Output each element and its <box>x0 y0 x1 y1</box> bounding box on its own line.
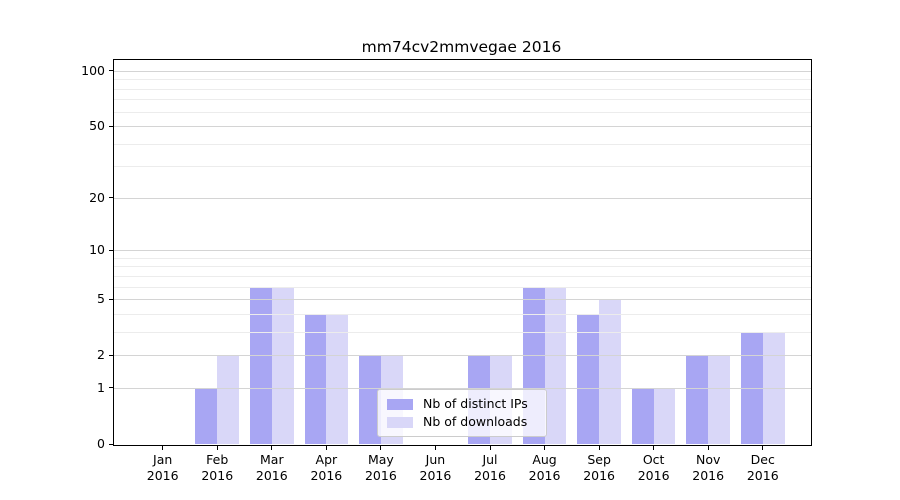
xtick-label-aug: Aug 2016 <box>528 452 561 483</box>
gridline-minor-80 <box>114 88 811 90</box>
xtick-mark <box>653 445 655 450</box>
bar-distinct-ips-sep <box>577 313 600 444</box>
chart-title: mm74cv2mmvegae 2016 <box>361 38 562 56</box>
xtick-label-oct: Oct 2016 <box>637 452 670 483</box>
legend-swatch-distinct-ips <box>387 398 413 410</box>
legend-item-downloads: Nb of downloads <box>387 414 537 430</box>
bar-downloads-apr <box>326 313 349 444</box>
xtick-mark <box>598 445 600 450</box>
bar-downloads-aug <box>544 286 567 444</box>
gridline-minor-30 <box>114 166 811 168</box>
legend-label-downloads: Nb of downloads <box>423 414 528 429</box>
xtick-label-jun: Jun 2016 <box>419 452 452 483</box>
ytick-label-5: 5 <box>97 291 105 307</box>
ytick-label-10: 10 <box>89 242 105 258</box>
xtick-label-feb: Feb 2016 <box>201 452 234 483</box>
ytick-mark <box>108 125 113 127</box>
ytick-mark <box>108 197 113 199</box>
xtick-mark <box>325 445 327 450</box>
ytick-label-50: 50 <box>89 118 105 134</box>
bar-distinct-ips-apr <box>304 313 327 444</box>
xtick-label-jan: Jan 2016 <box>146 452 179 483</box>
bar-distinct-ips-oct <box>631 387 654 444</box>
ytick-mark <box>108 443 113 445</box>
bar-distinct-ips-may <box>359 355 381 444</box>
gridline-minor-9 <box>114 257 811 259</box>
gridline-major-20 <box>114 197 811 199</box>
xtick-mark <box>544 445 546 450</box>
ytick-mark <box>108 298 113 300</box>
gridline-minor-4 <box>114 313 811 315</box>
xtick-label-may: May 2016 <box>364 452 397 483</box>
ytick-mark <box>108 387 113 389</box>
xtick-label-sep: Sep 2016 <box>583 452 615 483</box>
legend-item-distinct-ips: Nb of distinct IPs <box>387 396 537 412</box>
legend-swatch-downloads <box>387 416 413 428</box>
xtick-mark <box>707 445 709 450</box>
xtick-label-apr: Apr 2016 <box>310 452 343 483</box>
gridline-minor-8 <box>114 266 811 268</box>
xtick-label-jul: Jul 2016 <box>474 452 506 483</box>
xtick-mark <box>489 445 491 450</box>
gridline-major-5 <box>114 299 811 301</box>
ytick-mark <box>108 249 113 251</box>
gridline-minor-60 <box>114 111 811 113</box>
bar-distinct-ips-nov <box>686 355 709 444</box>
gridline-minor-70 <box>114 99 811 101</box>
xtick-label-dec: Dec 2016 <box>746 452 779 483</box>
legend-label-distinct-ips: Nb of distinct IPs <box>423 396 528 411</box>
gridline-minor-6 <box>114 286 811 288</box>
gridline-major-100 <box>114 70 811 72</box>
ytick-mark <box>108 354 113 356</box>
gridline-major-2 <box>114 355 811 357</box>
ytick-label-2: 2 <box>97 347 105 363</box>
xtick-mark <box>162 445 164 450</box>
xtick-label-mar: Mar 2016 <box>255 452 288 483</box>
gridline-major-10 <box>114 250 811 252</box>
ytick-label-20: 20 <box>89 189 105 205</box>
xtick-mark <box>216 445 218 450</box>
bar-downloads-nov <box>708 355 730 444</box>
gridline-major-50 <box>114 126 811 128</box>
xtick-label-nov: Nov 2016 <box>692 452 725 483</box>
gridline-minor-7 <box>114 275 811 277</box>
bar-downloads-mar <box>271 286 294 444</box>
xtick-mark <box>762 445 764 450</box>
xtick-mark <box>434 445 436 450</box>
bar-distinct-ips-feb <box>195 387 218 444</box>
ytick-label-100: 100 <box>81 62 105 78</box>
xtick-mark <box>380 445 382 450</box>
bar-downloads-feb <box>217 355 240 444</box>
ytick-label-0: 0 <box>97 436 105 451</box>
bar-downloads-oct <box>653 387 676 444</box>
ytick-mark <box>108 70 113 72</box>
bar-distinct-ips-mar <box>250 286 272 444</box>
gridline-minor-40 <box>114 143 811 145</box>
gridline-major-1 <box>114 387 811 389</box>
plot-area <box>113 59 812 446</box>
gridline-minor-3 <box>114 331 811 333</box>
bar-downloads-sep <box>599 299 621 444</box>
xtick-mark <box>271 445 273 450</box>
gridline-minor-90 <box>114 79 811 81</box>
legend: Nb of distinct IPs Nb of downloads <box>377 389 547 437</box>
grid-layer <box>114 60 811 445</box>
ytick-label-1: 1 <box>97 379 105 395</box>
